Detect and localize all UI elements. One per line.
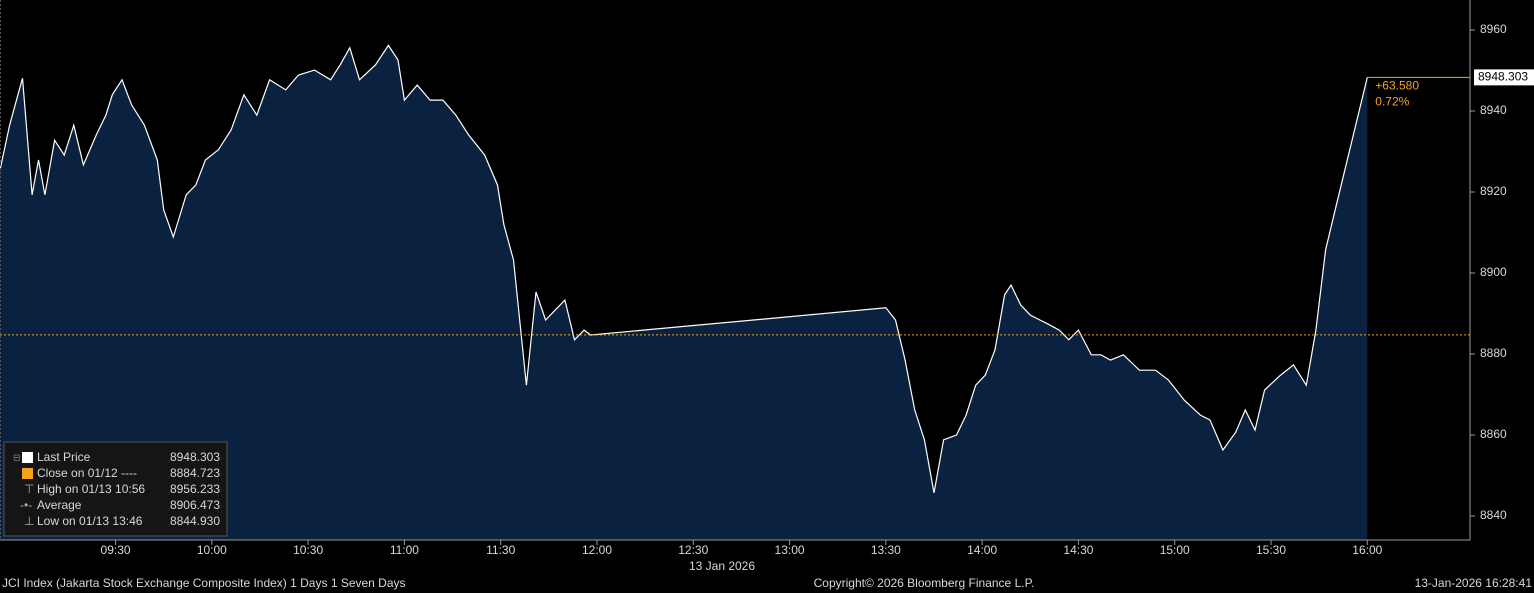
legend-value: 8844.930: [170, 514, 220, 528]
legend-value: 8906.473: [170, 498, 220, 512]
x-tick-label: 11:30: [486, 543, 515, 557]
legend-label: Last Price: [37, 450, 91, 464]
x-tick-label: 15:00: [1160, 543, 1190, 557]
y-tick-label: 8840: [1480, 508, 1507, 522]
last-price-tag: [1474, 69, 1534, 86]
y-tick-label: 8940: [1480, 103, 1507, 117]
legend-label: Low on 01/13 13:46: [37, 514, 143, 528]
legend-box: [3, 441, 228, 537]
legend-icon: ⊥: [24, 514, 34, 528]
x-tick-label: 10:00: [197, 543, 227, 557]
x-date: 13 Jan 2026: [689, 559, 755, 573]
x-tick-label: 15:30: [1256, 543, 1286, 557]
legend-swatch: [22, 452, 33, 463]
footer-right: 13-Jan-2026 16:28:41: [1415, 576, 1533, 590]
y-tick-label: 8960: [1480, 22, 1507, 36]
footer-left: JCI Index (Jakarta Stock Exchange Compos…: [2, 576, 406, 590]
legend-value: 8956.233: [170, 482, 220, 496]
legend-label: Average: [37, 498, 82, 512]
x-tick-label: 11:00: [390, 543, 419, 557]
legend-label: High on 01/13 10:56: [37, 482, 145, 496]
x-tick-label: 14:00: [967, 543, 997, 557]
legend-label: Close on 01/12 ----: [37, 466, 137, 480]
x-tick-label: 12:00: [582, 543, 612, 557]
y-tick-label: 8860: [1480, 427, 1507, 441]
legend-value: 8884.723: [170, 466, 220, 480]
x-tick-label: 14:30: [1063, 543, 1093, 557]
change-label: +63.580: [1375, 79, 1419, 93]
last-price-label: 8948.303: [1478, 70, 1528, 84]
x-tick-label: 13:30: [871, 543, 901, 557]
legend: ⊟ ⊤ -•- ⊥ Last Price 8948.303 Close on 0…: [3, 441, 228, 537]
legend-value: 8948.303: [170, 450, 220, 464]
x-tick-label: 16:00: [1352, 543, 1382, 557]
legend-icon: ⊟: [13, 452, 21, 462]
x-tick-label: 10:30: [293, 543, 323, 557]
y-tick-label: 8920: [1480, 184, 1507, 198]
x-tick-label: 13:00: [775, 543, 805, 557]
y-tick-label: 8900: [1480, 265, 1507, 279]
change-pct-label: 0.72%: [1375, 95, 1409, 109]
legend-icon: -•-: [20, 498, 32, 512]
y-tick-label: 8880: [1480, 346, 1507, 360]
footer-center: Copyright© 2026 Bloomberg Finance L.P.: [814, 576, 1035, 590]
area: [0, 45, 1368, 541]
line: [0, 44, 1368, 494]
legend-swatch: [22, 468, 33, 479]
legend-icon: ⊤: [24, 482, 34, 496]
x-tick-label: 12:30: [678, 543, 708, 557]
x-tick-label: 09:30: [101, 543, 131, 557]
plot: [0, 44, 1470, 541]
